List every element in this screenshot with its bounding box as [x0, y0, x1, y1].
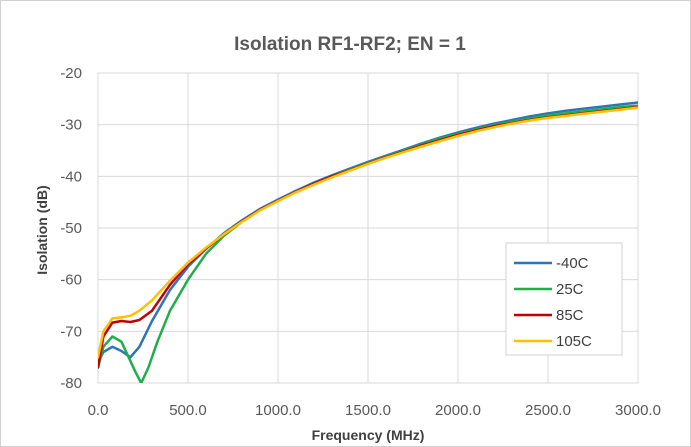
y-tick-label: -50 — [60, 220, 82, 237]
x-tick-label: 3000.0 — [615, 402, 661, 419]
x-tick-label: 500.0 — [169, 402, 207, 419]
x-tick-label: 1000.0 — [255, 402, 301, 419]
legend-label: 105C — [556, 333, 592, 350]
legend: -40C 25C 85C 105C — [505, 242, 623, 356]
x-tick-label: 2000.0 — [435, 402, 481, 419]
legend-label: -40C — [556, 255, 589, 272]
x-axis-ticks: 0.0 500.0 1000.0 1500.0 2000.0 2500.0 3000.0 — [88, 402, 661, 419]
legend-box — [505, 242, 623, 356]
series-line-105c — [98, 106, 638, 359]
legend-label: 25C — [556, 281, 584, 298]
chart-title: Isolation RF1-RF2; EN = 1 — [234, 34, 466, 55]
x-tick-label: 0.0 — [88, 402, 109, 419]
y-tick-label: -80 — [60, 375, 82, 392]
y-tick-label: -70 — [60, 323, 82, 340]
y-tick-label: -20 — [60, 65, 82, 82]
legend-label: 85C — [556, 307, 584, 324]
y-tick-label: -60 — [60, 272, 82, 289]
y-axis-ticks: -20 -30 -40 -50 -60 -70 -80 — [60, 65, 82, 392]
series-lines — [98, 101, 638, 383]
y-tick-label: -40 — [60, 168, 82, 185]
y-axis-label: Isolation (dB) — [34, 185, 50, 274]
x-tick-label: 1500.0 — [345, 402, 391, 419]
x-tick-label: 2500.0 — [525, 402, 571, 419]
y-tick-label: -30 — [60, 117, 82, 134]
x-axis-label: Frequency (MHz) — [312, 427, 425, 443]
